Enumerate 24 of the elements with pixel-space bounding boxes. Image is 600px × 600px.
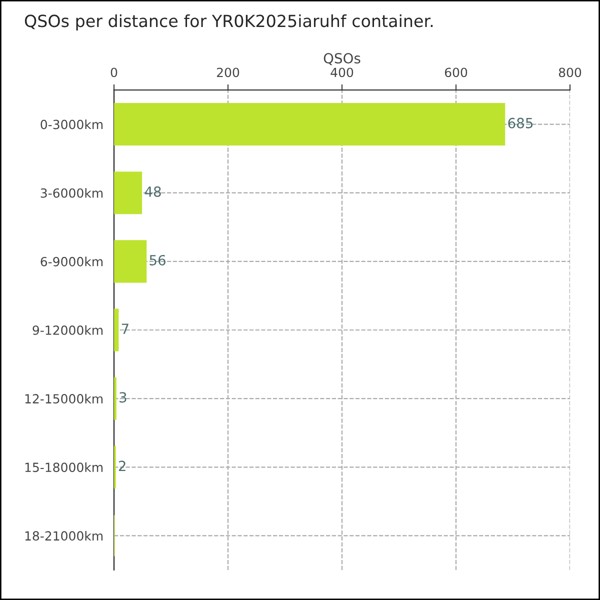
y-tick-label: 6-9000km (40, 256, 103, 266)
y-tick-label: 0-3000km (40, 120, 103, 130)
x-tick-label: 400 (330, 68, 354, 78)
x-tick-label: 200 (216, 68, 240, 78)
x-tick-label: 600 (444, 68, 468, 78)
chart-title: QSOs per distance for YR0K2025iaruhf container. (24, 14, 433, 30)
x-tick-label: 800 (558, 68, 582, 78)
data-label: 7 (122, 324, 128, 334)
data-label: 3 (120, 392, 126, 403)
y-tick-label: 9-12000km (32, 325, 103, 335)
y-tick-label: 18-21000km (25, 530, 103, 541)
data-label: 2 (118, 460, 126, 471)
data-label: 685 (508, 118, 533, 128)
data-label: 56 (150, 254, 166, 266)
y-tick-label: 3-6000km (40, 188, 103, 198)
bar (114, 308, 119, 352)
data-label: 48 (144, 186, 161, 197)
x-tick-label: 0 (110, 68, 118, 78)
y-tick-label: 15-18000km (25, 462, 103, 472)
bar (114, 240, 147, 283)
bar (114, 172, 142, 214)
x-axis-title: QSOs (324, 53, 360, 66)
y-tick-label: 12-15000km (25, 394, 103, 404)
bar (114, 103, 506, 146)
